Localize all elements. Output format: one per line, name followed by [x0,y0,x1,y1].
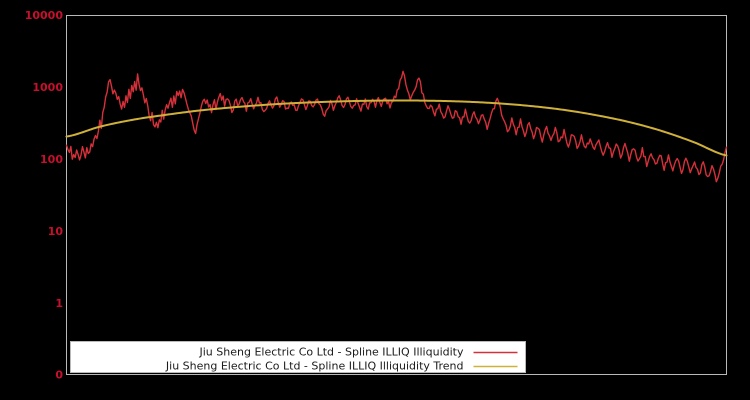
series-illiquidity-trend-line [65,99,728,157]
y-axis-tick-4: 1 [55,297,63,310]
y-axis-tick-3: 10 [48,225,64,238]
y-axis-tick-2: 100 [40,153,63,166]
series-illiquidity-line [65,70,728,183]
chart-legend[interactable]: Jiu Sheng Electric Co Ltd - Spline ILLIQ… [70,341,526,373]
legend-label-1: Jiu Sheng Electric Co Ltd - Spline ILLIQ… [165,360,464,373]
legend-box [70,341,526,373]
legend-label-0: Jiu Sheng Electric Co Ltd - Spline ILLIQ… [199,346,464,359]
data-series-group [65,70,728,183]
y-axis-tick-5: 0 [55,369,63,382]
y-axis-tick-0: 10000 [25,9,64,22]
y-axis-tick-1: 1000 [32,81,63,94]
plot-area-frame [66,15,727,375]
